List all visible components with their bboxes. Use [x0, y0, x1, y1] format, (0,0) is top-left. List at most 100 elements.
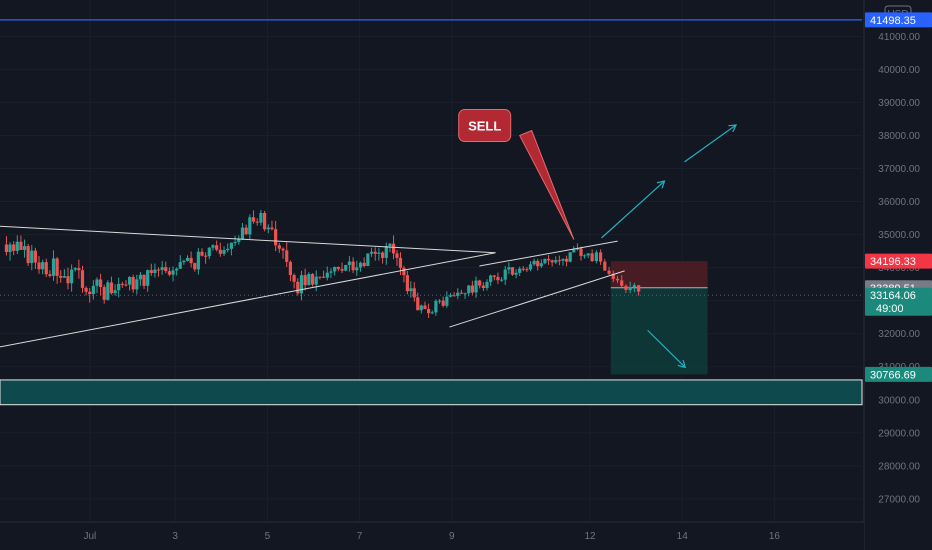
candle-body[interactable]	[456, 292, 460, 296]
candle-body[interactable]	[572, 249, 576, 253]
candle-body[interactable]	[215, 245, 219, 250]
candle-body[interactable]	[550, 260, 554, 263]
candle-body[interactable]	[598, 252, 603, 262]
candle-body[interactable]	[325, 272, 329, 278]
candle-body[interactable]	[369, 251, 374, 254]
candle-body[interactable]	[525, 269, 529, 271]
candle-series[interactable]	[4, 209, 641, 318]
price-axis[interactable]: 27000.0028000.0029000.0030000.0031000.00…	[863, 0, 932, 550]
candle-body[interactable]	[262, 212, 267, 230]
candle-body[interactable]	[373, 251, 377, 254]
candle-body[interactable]	[211, 245, 215, 248]
candle-body[interactable]	[218, 249, 222, 254]
candle-body[interactable]	[637, 285, 641, 292]
candle-body[interactable]	[384, 246, 388, 258]
candle-body[interactable]	[395, 253, 399, 258]
candle-body[interactable]	[51, 258, 56, 276]
candle-body[interactable]	[620, 280, 624, 286]
arrow-up-2[interactable]	[684, 126, 736, 163]
candle-body[interactable]	[142, 274, 146, 286]
candle-body[interactable]	[8, 244, 12, 253]
candle-body[interactable]	[62, 276, 66, 278]
candle-body[interactable]	[160, 267, 164, 271]
candle-body[interactable]	[296, 281, 300, 294]
candle-body[interactable]	[579, 248, 583, 257]
candle-body[interactable]	[409, 288, 413, 292]
candle-body[interactable]	[274, 229, 278, 246]
candle-body[interactable]	[607, 270, 611, 274]
candle-body[interactable]	[244, 227, 248, 235]
channel-lower-line[interactable]	[449, 270, 625, 328]
candle-body[interactable]	[44, 262, 48, 275]
candle-body[interactable]	[564, 258, 569, 262]
candle-body[interactable]	[37, 262, 41, 270]
candle-body[interactable]	[233, 242, 237, 244]
candle-body[interactable]	[459, 292, 464, 294]
candle-body[interactable]	[632, 285, 636, 288]
candle-body[interactable]	[135, 279, 139, 290]
candle-body[interactable]	[366, 253, 370, 267]
candle-body[interactable]	[536, 260, 540, 267]
candle-body[interactable]	[419, 305, 423, 311]
candle-body[interactable]	[127, 276, 132, 285]
candle-body[interactable]	[521, 268, 525, 270]
candle-body[interactable]	[26, 246, 30, 264]
candle-body[interactable]	[189, 257, 193, 264]
candle-body[interactable]	[171, 270, 175, 275]
candle-body[interactable]	[131, 276, 135, 290]
candle-body[interactable]	[321, 276, 326, 278]
candle-body[interactable]	[288, 261, 293, 276]
candle-body[interactable]	[503, 269, 507, 280]
candle-body[interactable]	[445, 296, 449, 306]
arrow-up-1[interactable]	[601, 182, 664, 239]
candle-body[interactable]	[388, 243, 392, 247]
candle-body[interactable]	[391, 243, 396, 254]
candle-body[interactable]	[351, 261, 355, 271]
candle-body[interactable]	[153, 269, 157, 273]
candle-body[interactable]	[314, 276, 318, 285]
candle-body[interactable]	[281, 248, 285, 251]
candle-body[interactable]	[307, 274, 311, 286]
candle-body[interactable]	[423, 305, 427, 309]
candle-body[interactable]	[412, 288, 416, 298]
candle-body[interactable]	[59, 275, 63, 278]
candle-body[interactable]	[489, 275, 493, 282]
candle-body[interactable]	[546, 258, 551, 261]
candle-body[interactable]	[398, 257, 403, 268]
candle-body[interactable]	[175, 268, 179, 271]
candle-body[interactable]	[251, 217, 256, 222]
candle-body[interactable]	[543, 258, 547, 264]
candle-body[interactable]	[554, 260, 558, 263]
candle-body[interactable]	[377, 252, 381, 254]
candle-body[interactable]	[48, 274, 52, 276]
candle-body[interactable]	[55, 258, 59, 276]
candle-body[interactable]	[124, 284, 128, 286]
candle-body[interactable]	[532, 260, 536, 265]
candle-body[interactable]	[510, 267, 515, 275]
candle-body[interactable]	[113, 290, 117, 294]
candle-body[interactable]	[416, 297, 420, 311]
candle-body[interactable]	[590, 253, 594, 262]
triangle-lower-line[interactable]	[0, 252, 496, 348]
candle-body[interactable]	[448, 295, 453, 297]
candle-body[interactable]	[222, 250, 226, 254]
candle-body[interactable]	[30, 250, 34, 264]
sell-callout-box[interactable]	[458, 109, 512, 143]
candle-body[interactable]	[259, 212, 263, 223]
candle-body[interactable]	[463, 293, 467, 295]
trend-drawings[interactable]: SELL	[0, 109, 736, 367]
candle-body[interactable]	[441, 300, 445, 306]
candle-body[interactable]	[568, 252, 572, 262]
candle-body[interactable]	[434, 300, 438, 313]
candle-body[interactable]	[240, 227, 245, 240]
candle-body[interactable]	[266, 227, 270, 230]
candle-body[interactable]	[95, 279, 99, 286]
candle-body[interactable]	[41, 262, 45, 270]
candle-body[interactable]	[628, 287, 632, 290]
candle-body[interactable]	[358, 262, 363, 268]
candle-body[interactable]	[66, 276, 70, 284]
candle-body[interactable]	[182, 260, 186, 263]
candle-body[interactable]	[615, 278, 620, 281]
candle-body[interactable]	[73, 268, 77, 270]
